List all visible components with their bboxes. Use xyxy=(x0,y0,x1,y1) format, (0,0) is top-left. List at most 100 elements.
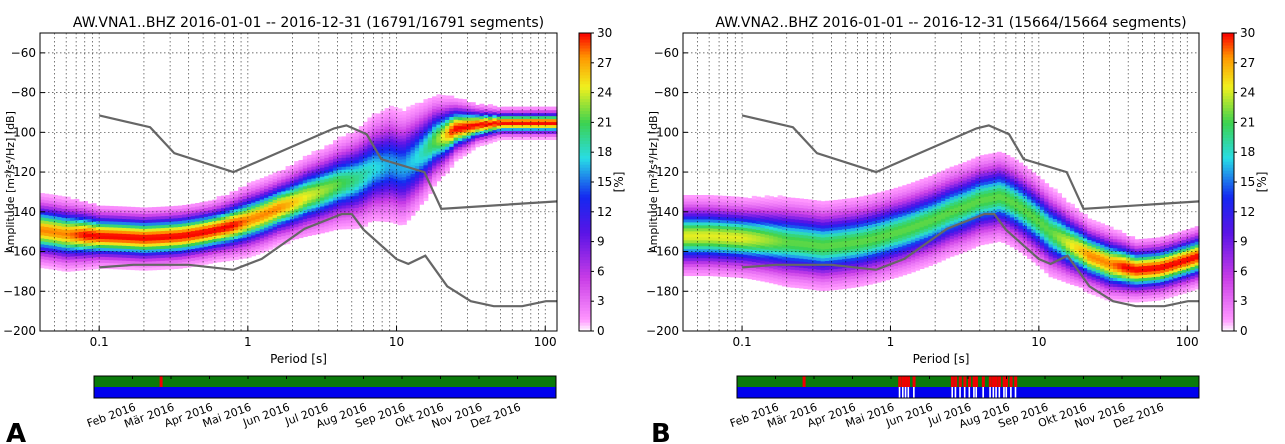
density-cell xyxy=(945,216,951,220)
density-cell xyxy=(52,236,58,241)
density-cell xyxy=(134,245,140,250)
density-cell xyxy=(233,256,239,260)
density-cell xyxy=(401,143,407,148)
density-cell xyxy=(863,240,869,244)
density-cell xyxy=(354,204,360,208)
colorbar-swatch xyxy=(579,83,591,88)
density-cell xyxy=(427,151,433,156)
density-cell xyxy=(842,234,847,239)
density-cell xyxy=(902,188,908,192)
density-cell xyxy=(83,224,88,229)
density-cell xyxy=(126,221,132,226)
density-cell xyxy=(423,134,429,139)
density-cell xyxy=(812,220,817,225)
density-cell xyxy=(695,195,701,199)
density-cell xyxy=(195,229,201,234)
density-cell xyxy=(932,174,938,178)
density-cell xyxy=(208,209,213,214)
density-cell xyxy=(229,194,235,199)
density-cell xyxy=(203,261,209,265)
density-cell xyxy=(57,222,63,227)
density-cell xyxy=(337,187,343,191)
density-cell xyxy=(388,213,394,217)
x-tick-label: 10 xyxy=(389,335,404,349)
density-cell xyxy=(526,106,532,111)
density-cell xyxy=(544,124,549,129)
density-cell xyxy=(126,242,132,247)
density-cell xyxy=(238,222,244,227)
density-cell xyxy=(251,237,257,242)
colorbar-swatch xyxy=(579,283,591,287)
density-cell xyxy=(717,267,723,271)
density-cell xyxy=(276,227,282,231)
density-cell xyxy=(889,203,895,208)
density-cell xyxy=(432,176,437,181)
density-cell xyxy=(410,206,416,210)
density-cell xyxy=(410,122,416,127)
density-cell xyxy=(264,209,269,213)
density-cell xyxy=(691,197,697,202)
density-cell xyxy=(867,212,873,217)
colorbar-swatch xyxy=(579,319,591,323)
density-cell xyxy=(885,190,890,194)
density-cell xyxy=(70,205,76,209)
density-cell xyxy=(130,230,136,235)
density-cell xyxy=(40,216,45,221)
density-cell xyxy=(885,267,890,272)
density-cell xyxy=(276,212,282,217)
density-cell xyxy=(923,192,929,197)
density-cell xyxy=(833,280,839,284)
density-cell xyxy=(212,253,218,257)
density-cell xyxy=(44,238,50,242)
density-cell xyxy=(238,190,244,194)
density-cell xyxy=(147,228,153,232)
density-cell xyxy=(328,200,334,205)
density-cell xyxy=(867,275,873,279)
density-cell xyxy=(949,241,955,245)
density-cell xyxy=(846,201,852,205)
density-cell xyxy=(704,260,710,265)
density-cell xyxy=(548,130,554,135)
density-cell xyxy=(440,95,446,99)
density-cell xyxy=(539,124,545,129)
density-cell xyxy=(216,202,222,206)
density-cell xyxy=(324,216,330,221)
density-cell xyxy=(182,207,188,212)
density-cell xyxy=(130,239,136,244)
density-cell xyxy=(449,101,455,106)
density-cell xyxy=(371,119,377,123)
density-cell xyxy=(320,194,325,198)
density-cell xyxy=(721,273,727,277)
density-cell xyxy=(285,216,291,221)
density-cell xyxy=(152,248,157,253)
density-cell xyxy=(264,203,269,207)
density-cell xyxy=(743,218,749,222)
density-cell xyxy=(700,203,706,208)
density-cell xyxy=(492,123,498,128)
density-cell xyxy=(401,146,407,151)
density-cell xyxy=(816,233,822,237)
density-cell xyxy=(824,212,830,217)
density-cell xyxy=(276,170,282,175)
density-cell xyxy=(363,133,369,138)
density-cell xyxy=(251,219,257,224)
density-cell xyxy=(717,255,723,259)
density-cell xyxy=(708,233,714,238)
density-cell xyxy=(315,200,321,205)
density-cell xyxy=(966,243,972,248)
density-cell xyxy=(773,250,779,255)
density-cell xyxy=(177,220,183,225)
density-cell xyxy=(812,253,817,258)
density-cell xyxy=(345,204,351,209)
density-cell xyxy=(78,216,84,221)
density-cell xyxy=(281,184,287,189)
density-cell xyxy=(829,230,835,234)
density-cell xyxy=(440,107,446,111)
density-cell xyxy=(246,191,252,196)
density-cell xyxy=(730,270,736,275)
density-cell xyxy=(195,214,201,219)
density-cell xyxy=(945,177,951,181)
density-cell xyxy=(794,230,800,235)
density-cell xyxy=(457,149,463,153)
density-cell xyxy=(126,254,132,258)
